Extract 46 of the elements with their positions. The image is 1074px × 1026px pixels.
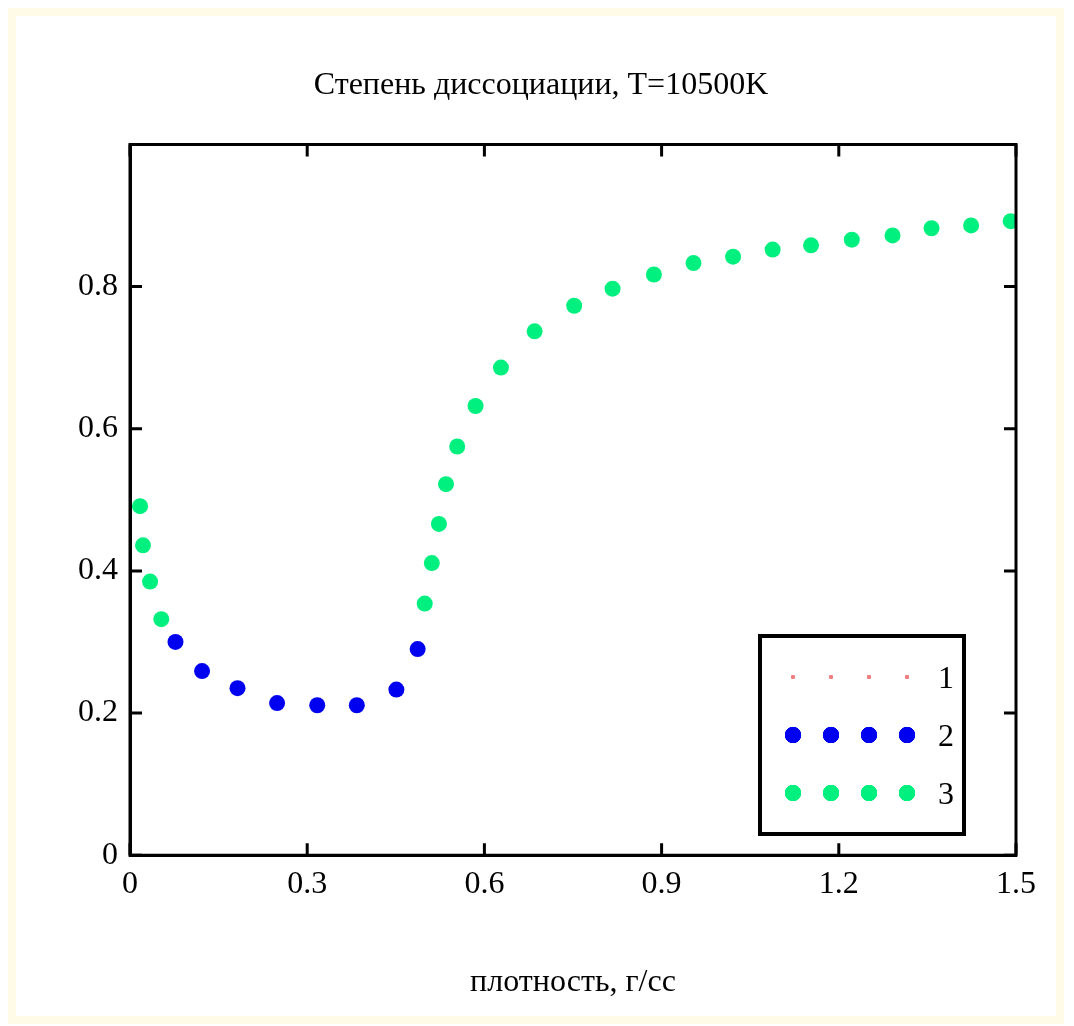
point xyxy=(135,537,151,554)
point xyxy=(467,397,484,414)
point xyxy=(803,237,820,254)
x-tick-label: 0.3 xyxy=(287,863,328,900)
legend-label: 3 xyxy=(938,774,954,812)
point xyxy=(348,697,365,714)
point xyxy=(167,633,184,650)
point xyxy=(843,231,860,248)
point xyxy=(132,498,149,515)
point xyxy=(685,255,702,272)
point xyxy=(884,227,901,244)
chart-title: Степень диссоциации, T=10500K xyxy=(313,64,769,101)
point xyxy=(409,641,426,658)
point xyxy=(309,697,326,714)
point xyxy=(388,681,405,698)
x-tick-label: 0.9 xyxy=(641,863,682,900)
point xyxy=(438,476,455,493)
point xyxy=(416,595,433,612)
point xyxy=(526,323,543,340)
y-tick-label: 0.4 xyxy=(78,550,118,587)
point xyxy=(430,515,447,532)
point xyxy=(229,680,246,697)
point xyxy=(923,220,940,237)
y-tick-label: 0.6 xyxy=(78,408,118,445)
point xyxy=(423,555,440,572)
point xyxy=(194,663,211,680)
point xyxy=(764,241,781,258)
y-tick-label: 0.8 xyxy=(78,265,118,302)
point xyxy=(963,217,980,234)
legend-label: 2 xyxy=(938,716,954,754)
x-tick-label: 0.6 xyxy=(464,863,505,900)
point xyxy=(449,438,466,455)
point xyxy=(142,573,159,590)
x-tick-label: 1.5 xyxy=(996,863,1036,900)
point xyxy=(153,611,170,628)
x-axis-title: плотность, г/cc xyxy=(470,962,676,999)
legend-label: 1 xyxy=(938,658,954,696)
point xyxy=(725,248,742,265)
point xyxy=(604,280,621,297)
point xyxy=(492,359,509,376)
point xyxy=(566,297,583,314)
point xyxy=(269,695,286,712)
y-tick-label: 0 xyxy=(102,834,118,871)
y-tick-label: 0.2 xyxy=(78,692,118,729)
point xyxy=(645,266,662,283)
x-tick-label: 1.2 xyxy=(818,863,859,900)
